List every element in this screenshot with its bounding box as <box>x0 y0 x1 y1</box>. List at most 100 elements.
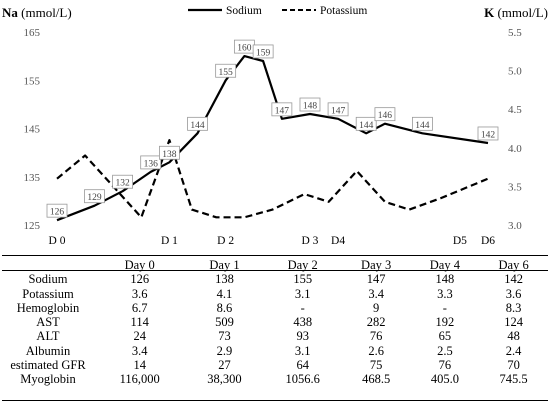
table-cell: 148 <box>435 272 455 287</box>
table-cell: 8.6 <box>216 300 233 315</box>
left-axis-tick-label: 135 <box>24 172 41 184</box>
sodium-data-label-text: 160 <box>237 44 252 54</box>
sodium-data-label-box <box>46 203 68 218</box>
x-axis-marker-label: D 2 <box>217 235 234 247</box>
sodium-data-label: 126 <box>46 203 68 218</box>
sodium-data-label-text: 129 <box>87 193 102 203</box>
table-cell: 142 <box>504 272 523 287</box>
sodium-data-label: 138 <box>159 145 180 160</box>
sodium-data-label-box <box>355 116 377 131</box>
table-cell: 2.6 <box>368 343 384 358</box>
x-axis-marker-label: D6 <box>481 235 495 247</box>
sodium-data-label-box <box>299 97 321 112</box>
table-cell: 48 <box>507 329 520 344</box>
sodium-data-label: 160 <box>233 39 255 54</box>
row-label: Myoglobin <box>20 372 76 387</box>
table-cell: 73 <box>218 329 231 344</box>
x-axis-marker-label: D5 <box>453 235 467 247</box>
table-cell: 126 <box>130 272 150 287</box>
table-cell: 116,000 <box>119 372 160 387</box>
table-cell: 3.4 <box>131 343 148 358</box>
legend-potassium-label: Potassium <box>320 5 367 17</box>
sodium-data-label-text: 142 <box>481 130 496 140</box>
sodium-data-label-box <box>477 126 499 141</box>
table-header-cell: Day 4 <box>429 258 460 272</box>
table-cell: 138 <box>215 272 234 287</box>
table-bottom-rule <box>2 400 548 401</box>
table-header-cell: Day 0 <box>124 258 155 272</box>
left-axis-title: Na (mmol/L) <box>2 5 72 20</box>
table-cell: 2.5 <box>437 343 453 358</box>
sodium-potassium-chart: Na (mmol/L) K (mmol/L) Sodium Potassium 12… <box>2 5 548 247</box>
row-label: Albumin <box>25 343 71 358</box>
table-cell: 27 <box>218 358 231 373</box>
table-cell: 65 <box>438 329 452 344</box>
table-cell: 124 <box>504 315 523 330</box>
sodium-data-label: 129 <box>84 189 105 204</box>
table-header-rule <box>2 270 548 271</box>
row-label: estimated GFR <box>10 358 86 373</box>
right-axis-title-bold: K <box>484 5 495 20</box>
row-label: Hemoglobin <box>16 300 80 315</box>
left-axis-tick-label: 165 <box>24 27 41 39</box>
table-cell: 76 <box>438 358 452 373</box>
sodium-data-label-box <box>215 63 237 78</box>
sodium-data-label-box <box>140 155 162 170</box>
row-label: AST <box>36 315 60 330</box>
sodium-data-label-box <box>252 44 274 59</box>
table-cell: 147 <box>366 272 386 287</box>
table-cell: 192 <box>435 315 455 330</box>
table-cell: 38,300 <box>207 372 242 387</box>
table-cell: 2.4 <box>505 343 522 358</box>
table-cell: 14 <box>133 358 146 373</box>
table-cell: 3.3 <box>437 286 453 301</box>
table-row: Albumin 3.4 2.9 3.1 2.6 2.5 2.4 <box>2 344 548 358</box>
sodium-data-label: 144 <box>355 116 377 131</box>
table-row: Potassium 3.6 4.1 3.1 3.4 3.3 3.6 <box>2 287 548 301</box>
sodium-data-label: 146 <box>374 107 396 121</box>
table-cell: 8.3 <box>505 300 522 315</box>
table-cell: 24 <box>133 329 146 344</box>
sodium-data-label-box <box>271 102 293 117</box>
table-cell: 438 <box>293 315 313 330</box>
sodium-data-label-text: 147 <box>275 106 290 116</box>
x-axis-marker-label: D 0 <box>49 235 66 247</box>
table-row: Sodium 126 138 155 147 148 142 <box>2 272 548 286</box>
table-header-cell: Day 1 <box>209 258 240 272</box>
table-cell: 405.0 <box>430 372 459 387</box>
sodium-data-label-text: 148 <box>303 102 318 112</box>
left-axis-tick-label: 125 <box>24 220 41 232</box>
right-axis-tick-label: 4.0 <box>508 143 522 155</box>
table-cell: - <box>442 300 447 315</box>
sodium-data-label-text: 146 <box>378 111 393 121</box>
left-axis-tick-label: 145 <box>24 124 41 136</box>
table-row: Myoglobin 116,000 38,300 1056.6 468.5 405.0 74… <box>2 372 548 386</box>
sodium-data-label-box <box>327 102 349 117</box>
table-cell: 3.6 <box>505 286 522 301</box>
table-cell: 155 <box>293 272 313 287</box>
sodium-data-label-box <box>112 174 133 189</box>
table-row: AST 114 509 438 282 192 124 <box>2 315 548 329</box>
table-cell: 3.6 <box>131 286 148 301</box>
table-row: estimated GFR 14 27 64 75 76 70 <box>2 358 548 372</box>
table-cell: 64 <box>296 358 309 373</box>
sodium-data-label: 136 <box>140 155 162 170</box>
right-axis-tick-label: 5.0 <box>508 66 522 78</box>
table-cell: 76 <box>369 329 383 344</box>
x-axis-marker-label: D 1 <box>161 235 178 247</box>
table-cell: - <box>300 300 305 315</box>
right-axis-title-unit: (mmol/L) <box>494 5 548 20</box>
table-cell: 3.4 <box>368 286 384 301</box>
sodium-data-label-text: 155 <box>219 68 234 78</box>
table-cell: 4.1 <box>216 286 233 301</box>
sodium-data-label-box <box>84 189 105 204</box>
table-row: ALT 24 73 93 76 65 48 <box>2 329 548 343</box>
sodium-data-label: 159 <box>252 44 274 59</box>
sodium-data-label-text: 144 <box>190 121 205 131</box>
lab-values-table: Day 0 Day 1 Day 2 Day 3 Day 4 Day 6 Sodi… <box>2 258 548 387</box>
left-axis-title-unit: (mmol/L) <box>18 5 72 20</box>
table-cell: 75 <box>369 358 383 373</box>
sodium-data-label: 144 <box>187 116 208 131</box>
sodium-data-label-box <box>187 116 208 131</box>
